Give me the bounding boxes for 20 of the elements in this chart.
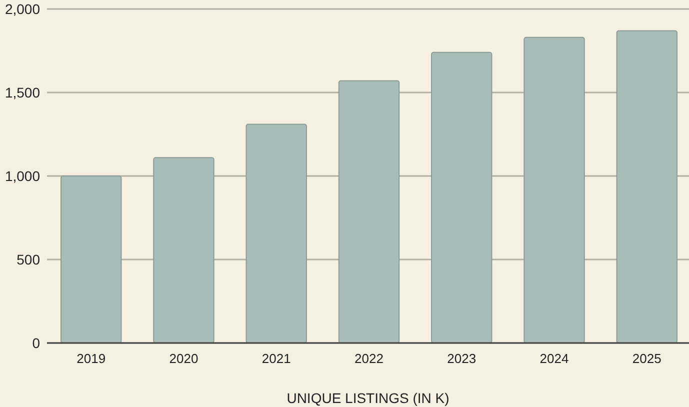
bar — [246, 124, 307, 344]
bar — [616, 30, 678, 344]
y-tick-label: 0 — [32, 334, 40, 351]
y-tick-label: 2,000 — [4, 0, 40, 17]
bar — [153, 157, 214, 344]
x-tick-label: 2019 — [76, 351, 106, 366]
y-tick-label: 1,000 — [4, 168, 40, 184]
bar — [60, 176, 122, 344]
x-tick-label: 2021 — [262, 351, 291, 366]
bar — [338, 80, 400, 344]
x-axis-title: UNIQUE LISTINGS (IN K) — [286, 390, 450, 406]
y-tick-label: 1,500 — [4, 84, 40, 100]
bar — [431, 52, 492, 344]
x-tick-label: 2022 — [354, 351, 384, 366]
y-tick-label: 500 — [16, 251, 40, 268]
x-tick-label: 2025 — [632, 351, 662, 366]
bar — [524, 36, 585, 344]
x-tick-label: 2020 — [169, 351, 198, 366]
x-tick-label: 2024 — [540, 351, 569, 366]
x-tick-label: 2023 — [447, 351, 476, 366]
